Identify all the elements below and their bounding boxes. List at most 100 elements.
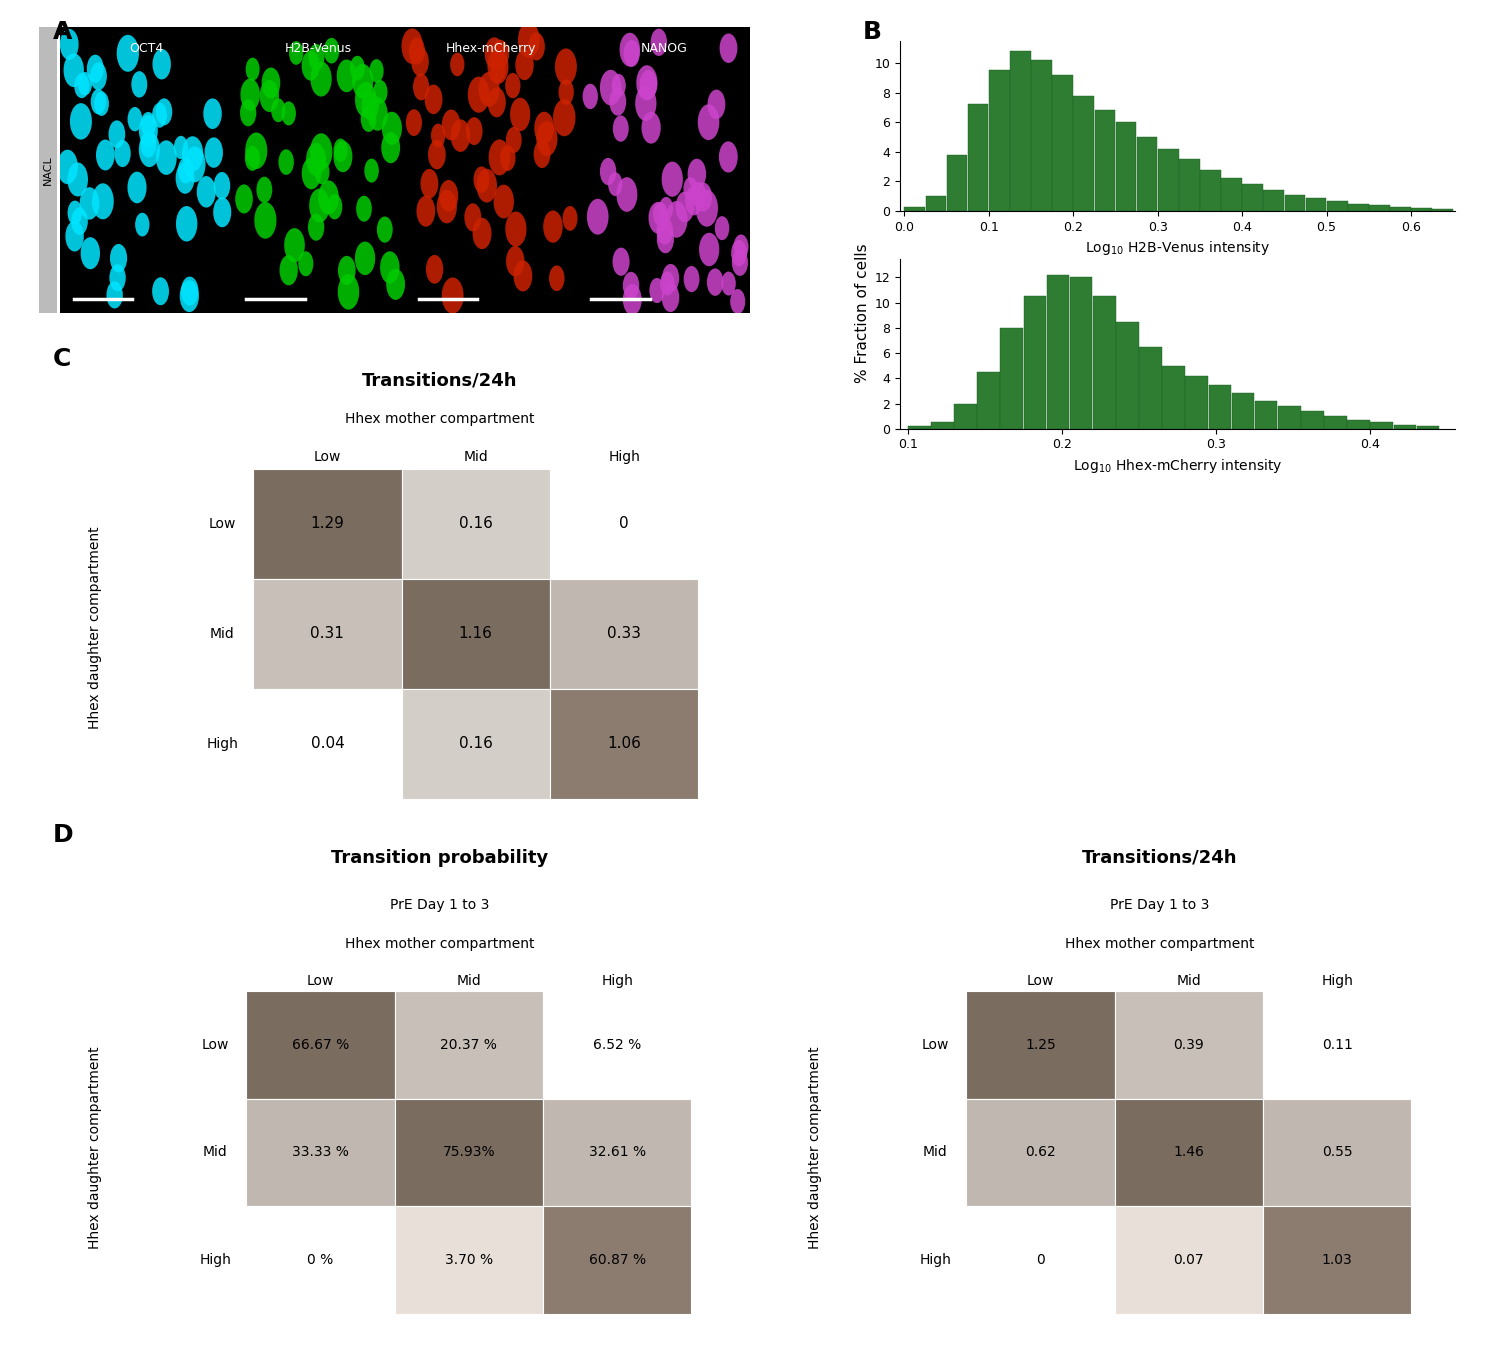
Circle shape — [338, 256, 356, 284]
Circle shape — [666, 201, 687, 238]
Bar — [908, 426, 930, 429]
Text: D: D — [53, 823, 74, 848]
Text: 0: 0 — [1036, 1253, 1046, 1267]
Circle shape — [427, 140, 445, 169]
Text: High: High — [920, 1253, 951, 1267]
Text: Transition probability: Transition probability — [332, 849, 548, 867]
Circle shape — [128, 171, 147, 203]
Bar — [254, 468, 402, 578]
Bar — [932, 422, 954, 429]
Bar — [1116, 321, 1138, 429]
Circle shape — [309, 189, 330, 223]
Bar — [1030, 60, 1051, 211]
Circle shape — [327, 195, 342, 219]
Circle shape — [74, 73, 90, 98]
Bar — [246, 1206, 394, 1315]
Circle shape — [430, 124, 445, 147]
Circle shape — [308, 214, 324, 241]
Text: Mid: Mid — [202, 1146, 228, 1160]
Circle shape — [624, 39, 639, 67]
Text: 3.70 %: 3.70 % — [446, 1253, 494, 1267]
Circle shape — [500, 146, 516, 171]
Circle shape — [182, 136, 203, 171]
Bar — [578, 27, 750, 313]
Circle shape — [536, 121, 558, 157]
Text: Hhex mother compartment: Hhex mother compartment — [1065, 936, 1254, 951]
Circle shape — [290, 41, 303, 65]
Text: 6.52 %: 6.52 % — [592, 1037, 642, 1052]
Circle shape — [549, 265, 564, 291]
Bar — [1138, 347, 1162, 429]
Circle shape — [614, 116, 628, 142]
Circle shape — [686, 186, 703, 215]
Bar — [1094, 297, 1116, 429]
Text: PrE Day 1 to 3: PrE Day 1 to 3 — [390, 898, 489, 912]
Circle shape — [87, 54, 104, 83]
Circle shape — [315, 159, 330, 184]
Circle shape — [513, 260, 532, 291]
Circle shape — [380, 252, 399, 283]
Circle shape — [426, 255, 444, 283]
Bar — [254, 578, 402, 689]
Circle shape — [506, 127, 522, 152]
Text: Low: Low — [921, 1037, 950, 1052]
Text: 0.16: 0.16 — [459, 736, 492, 751]
Text: 0.55: 0.55 — [1322, 1146, 1353, 1160]
Circle shape — [506, 246, 525, 276]
Text: A: A — [53, 20, 72, 45]
Text: 75.93%: 75.93% — [442, 1146, 495, 1160]
Text: High: High — [206, 736, 238, 751]
Circle shape — [141, 112, 156, 137]
Bar — [543, 991, 692, 1098]
Circle shape — [543, 211, 562, 242]
Circle shape — [110, 264, 126, 291]
Circle shape — [57, 150, 78, 184]
Circle shape — [554, 99, 576, 136]
Circle shape — [662, 283, 680, 312]
Text: Hhex mother compartment: Hhex mother compartment — [345, 936, 534, 951]
Bar — [966, 1098, 1114, 1206]
Circle shape — [310, 133, 333, 170]
Circle shape — [279, 150, 294, 174]
Bar — [1232, 393, 1254, 429]
Circle shape — [213, 171, 230, 200]
Circle shape — [333, 140, 352, 173]
Circle shape — [634, 86, 657, 121]
Bar — [550, 578, 698, 689]
Circle shape — [260, 80, 279, 112]
Circle shape — [506, 211, 526, 246]
Bar — [1010, 52, 1031, 211]
Circle shape — [506, 73, 520, 98]
Circle shape — [140, 132, 160, 167]
Text: OCT4: OCT4 — [129, 42, 164, 54]
Circle shape — [114, 140, 130, 167]
Text: High: High — [200, 1253, 231, 1267]
Circle shape — [582, 84, 598, 109]
Bar — [988, 71, 1010, 211]
Circle shape — [236, 184, 254, 214]
Bar — [1162, 366, 1185, 429]
Text: 0.16: 0.16 — [459, 516, 492, 531]
Bar — [1200, 170, 1221, 211]
Bar — [966, 991, 1114, 1098]
Circle shape — [687, 159, 706, 189]
Circle shape — [356, 196, 372, 222]
Circle shape — [528, 33, 544, 60]
Circle shape — [657, 225, 674, 253]
Bar — [1074, 95, 1094, 211]
Bar — [232, 27, 405, 313]
Circle shape — [609, 87, 625, 116]
Circle shape — [306, 143, 326, 176]
Circle shape — [657, 216, 674, 245]
Circle shape — [562, 206, 578, 231]
Bar — [946, 155, 968, 211]
Circle shape — [362, 91, 380, 120]
Text: 1.29: 1.29 — [310, 516, 345, 531]
Circle shape — [255, 201, 276, 238]
Circle shape — [730, 289, 746, 314]
Bar — [1116, 122, 1137, 211]
Text: B: B — [862, 20, 882, 45]
Circle shape — [699, 233, 720, 267]
Circle shape — [477, 169, 496, 203]
Circle shape — [708, 90, 726, 120]
